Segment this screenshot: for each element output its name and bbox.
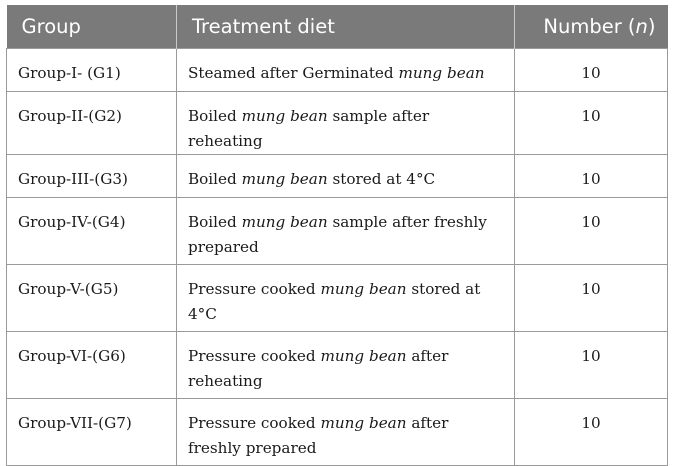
number-cell: 10: [514, 47, 668, 92]
table-row: Group-I- (G1) Steamed after Germinated m…: [6, 47, 668, 92]
header-number-n: n: [635, 14, 648, 38]
treatment-table-container: Group Treatment diet Number (n) Group-I-…: [6, 5, 668, 466]
header-treatment-diet: Treatment diet: [176, 5, 515, 48]
header-number-label: Number (: [543, 14, 636, 38]
treatment-cell: Pressure cooked mung bean stored at 4°C: [176, 263, 515, 332]
table-row: Group-III-(G3) Boiled mung bean stored a…: [6, 153, 668, 198]
treatment-text: Pressure cooked: [188, 346, 321, 365]
treatment-text-end: after reheating: [188, 346, 449, 390]
group-cell: Group-VII-(G7): [6, 397, 177, 466]
table-row: Group-II-(G2) Boiled mung bean sample af…: [6, 90, 668, 155]
treatment-text-end: stored at 4°C: [188, 279, 481, 323]
treatment-cell: Boiled mung bean sample after freshly pr…: [176, 196, 515, 265]
treatment-text-end: sample after reheating: [188, 106, 430, 150]
number-cell: 10: [514, 153, 668, 198]
table-row: Group-VII-(G7) Pressure cooked mung bean…: [6, 397, 668, 466]
header-row: Group Treatment diet Number (n): [6, 5, 668, 48]
treatment-cell: Steamed after Germinated mung bean: [176, 47, 515, 92]
treatment-text: Pressure cooked: [188, 279, 321, 298]
group-cell: Group-IV-(G4): [6, 196, 177, 265]
table-row: Group-IV-(G4) Boiled mung bean sample af…: [6, 196, 668, 265]
treatment-text: Steamed after Germinated: [188, 63, 399, 82]
treatment-text-end: after freshly prepared: [188, 413, 449, 457]
treatment-italic: mung bean: [241, 106, 328, 125]
treatment-italic: mung bean: [398, 63, 485, 82]
group-cell: Group-VI-(G6): [6, 330, 177, 399]
treatment-text-end: stored at 4°C: [327, 169, 436, 188]
number-cell: 10: [514, 196, 668, 265]
treatment-italic: mung bean: [241, 212, 328, 231]
group-cell: Group-I- (G1): [6, 47, 177, 92]
treatment-text: Boiled: [188, 106, 242, 125]
header-number: Number (n): [514, 5, 668, 48]
treatment-cell: Pressure cooked mung bean after reheatin…: [176, 330, 515, 399]
group-cell: Group-V-(G5): [6, 263, 177, 332]
number-cell: 10: [514, 90, 668, 155]
treatment-text-end: sample after freshly prepared: [188, 212, 487, 256]
treatment-italic: mung bean: [320, 279, 407, 298]
treatment-table: Group Treatment diet Number (n) Group-I-…: [6, 5, 668, 466]
number-cell: 10: [514, 330, 668, 399]
treatment-italic: mung bean: [320, 413, 407, 432]
treatment-cell: Boiled mung bean stored at 4°C: [176, 153, 515, 198]
header-number-close: ): [647, 14, 656, 38]
treatment-italic: mung bean: [241, 169, 328, 188]
treatment-text: Pressure cooked: [188, 413, 321, 432]
header-group: Group: [6, 5, 177, 48]
treatment-text: Boiled: [188, 212, 242, 231]
treatment-cell: Boiled mung bean sample after reheating: [176, 90, 515, 155]
table-row: Group-V-(G5) Pressure cooked mung bean s…: [6, 263, 668, 332]
number-cell: 10: [514, 397, 668, 466]
table-row: Group-VI-(G6) Pressure cooked mung bean …: [6, 330, 668, 399]
group-cell: Group-II-(G2): [6, 90, 177, 155]
treatment-cell: Pressure cooked mung bean after freshly …: [176, 397, 515, 466]
group-cell: Group-III-(G3): [6, 153, 177, 198]
treatment-italic: mung bean: [320, 346, 407, 365]
number-cell: 10: [514, 263, 668, 332]
treatment-text: Boiled: [188, 169, 242, 188]
